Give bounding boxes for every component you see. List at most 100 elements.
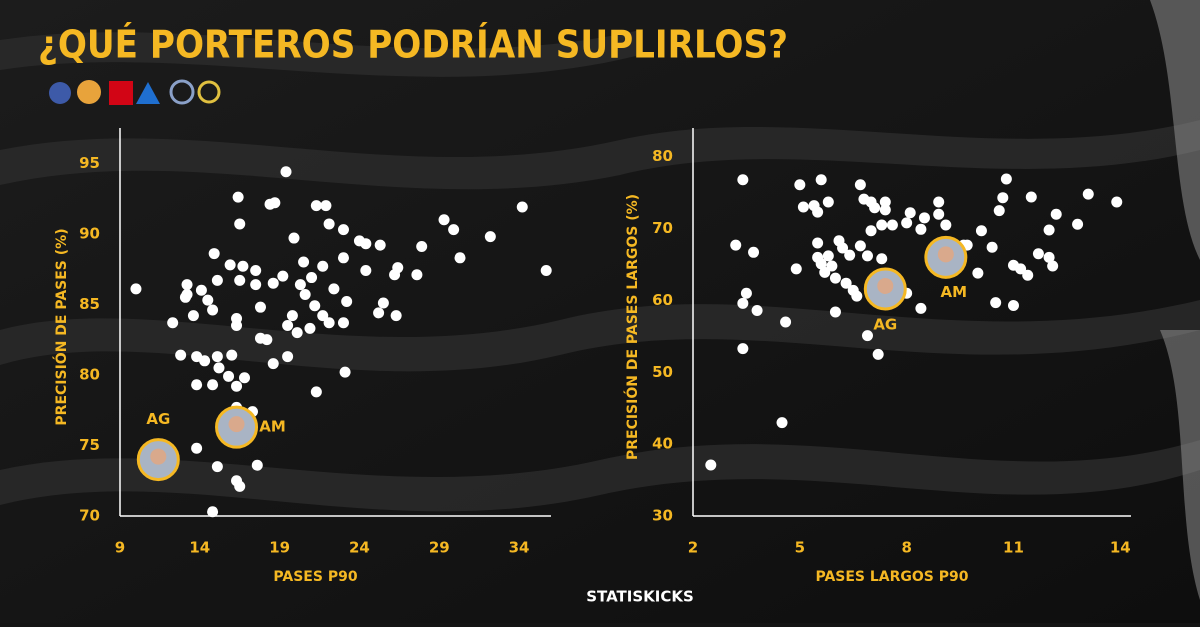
- scatter-point: [282, 320, 294, 332]
- scatter-point: [915, 223, 927, 235]
- scatter-point: [208, 248, 220, 260]
- scatter-point: [901, 217, 913, 229]
- scatter-point: [886, 219, 898, 231]
- scatter-point: [234, 218, 246, 230]
- x-tick-label: 11: [1003, 539, 1024, 557]
- scatter-point: [309, 300, 321, 312]
- highlight-label: AG: [873, 315, 897, 333]
- scatter-point: [438, 214, 450, 226]
- scatter-point: [1043, 224, 1055, 236]
- scatter-point: [280, 166, 292, 178]
- player-face: [228, 416, 245, 433]
- scatter-point: [181, 279, 193, 291]
- y-tick-label: 85: [79, 295, 100, 313]
- scatter-point: [337, 252, 349, 264]
- x-tick-label: 34: [509, 539, 530, 557]
- y-tick-label: 40: [652, 435, 673, 453]
- scatter-point: [288, 232, 300, 244]
- scatter-point: [291, 327, 303, 339]
- scatter-point: [294, 279, 306, 291]
- scatter-point: [751, 305, 763, 317]
- scatter-point: [304, 322, 316, 334]
- y-tick-label: 30: [652, 507, 673, 525]
- scatter-point: [207, 379, 219, 391]
- scatter-point: [1032, 248, 1044, 260]
- scatter-point: [1111, 196, 1123, 208]
- scatter-point: [737, 174, 749, 186]
- scatter-point: [826, 260, 838, 272]
- scatter-point: [837, 242, 849, 254]
- scatter-point: [306, 272, 318, 284]
- scatter-point: [997, 192, 1009, 204]
- highlight-label: AM: [941, 283, 968, 301]
- scatter-point: [879, 204, 891, 216]
- scatter-point: [829, 306, 841, 318]
- scatter-point: [323, 218, 335, 230]
- scatter-point: [540, 265, 552, 277]
- scatter-point: [226, 349, 238, 361]
- scatter-point: [207, 304, 219, 316]
- scatter-point: [167, 317, 179, 329]
- y-tick-label: 95: [79, 154, 100, 172]
- x-tick-label: 19: [269, 539, 290, 557]
- y-tick-label: 75: [79, 436, 100, 454]
- scatter-point: [416, 241, 428, 253]
- scatter-point: [861, 330, 873, 342]
- scatter-point: [377, 297, 389, 309]
- scatter-point: [794, 179, 806, 191]
- scatter-point: [516, 201, 528, 213]
- scatter-point: [317, 310, 329, 322]
- scatter-point: [1007, 299, 1019, 311]
- scatter-point: [993, 205, 1005, 217]
- scatter-point: [277, 270, 289, 282]
- scatter-point: [341, 296, 353, 308]
- scatter-point: [940, 219, 952, 231]
- y-tick-label: 60: [652, 291, 673, 309]
- scatter-point: [705, 459, 717, 471]
- scatter-point: [299, 288, 311, 300]
- scatter-point: [454, 252, 466, 264]
- scatter-point: [1015, 263, 1027, 275]
- x-axis-label: PASES LARGOS P90: [815, 569, 968, 585]
- scatter-point: [812, 237, 824, 249]
- scatter-point: [191, 379, 203, 391]
- scatter-point: [254, 301, 266, 313]
- x-tick-label: 14: [189, 539, 210, 557]
- scatter-point: [360, 238, 372, 250]
- scatter-point: [269, 197, 281, 209]
- scatter-point: [373, 307, 385, 319]
- scatter-point: [317, 260, 329, 272]
- scatter-point: [872, 348, 884, 360]
- y-tick-label: 70: [652, 219, 673, 237]
- scatter-point: [250, 265, 262, 277]
- scatter-point: [737, 343, 749, 355]
- scatter-point: [195, 284, 207, 296]
- scatter-point: [822, 196, 834, 208]
- scatter-point: [854, 240, 866, 252]
- x-tick-label: 14: [1110, 539, 1131, 557]
- scatter-point: [298, 256, 310, 268]
- scatter-point: [1043, 251, 1055, 263]
- x-tick-label: 9: [115, 539, 125, 557]
- scatter-point: [990, 297, 1002, 309]
- x-tick-label: 24: [349, 539, 370, 557]
- scatter-point: [851, 290, 863, 302]
- scatter-point: [337, 317, 349, 329]
- scatter-point: [737, 297, 749, 309]
- scatter-point: [207, 506, 219, 518]
- scatter-point: [232, 191, 244, 203]
- scatter-point: [876, 219, 888, 231]
- scatter-point: [267, 277, 279, 289]
- scatter-point: [933, 196, 945, 208]
- scatter-point: [972, 267, 984, 279]
- scatter-point: [282, 351, 294, 363]
- scatter-point: [360, 265, 372, 277]
- highlight-label: AG: [146, 410, 170, 428]
- scatter-point: [130, 283, 142, 295]
- scatter-point: [250, 279, 262, 291]
- y-tick-label: 70: [79, 507, 100, 525]
- y-tick-label: 50: [652, 363, 673, 381]
- scatter-point: [211, 351, 223, 363]
- scatter-point: [933, 208, 945, 220]
- scatter-point: [286, 310, 298, 322]
